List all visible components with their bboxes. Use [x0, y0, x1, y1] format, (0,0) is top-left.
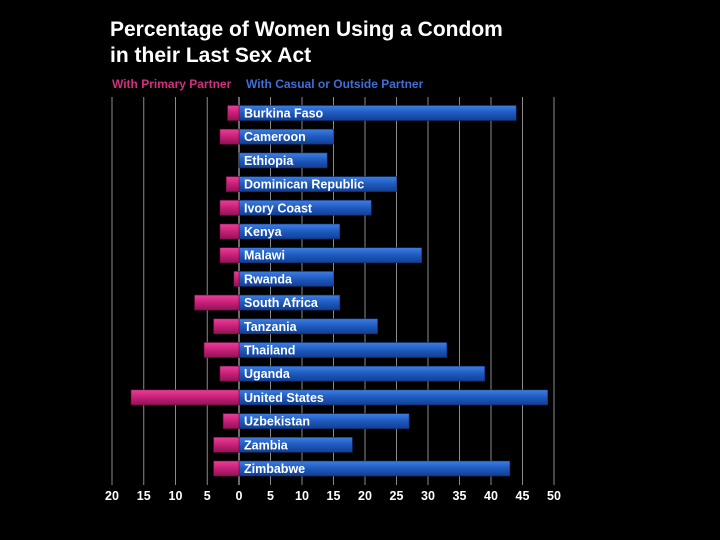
tick-label: 35: [453, 489, 467, 503]
bar-primary-partner: [233, 271, 240, 287]
category-label: Uzbekistan: [244, 415, 310, 429]
bar-primary-partner: [130, 389, 240, 406]
tick-label: 10: [295, 489, 309, 503]
category-label: Cameroon: [244, 130, 306, 144]
category-label: Ivory Coast: [244, 201, 313, 215]
category-label: Uganda: [244, 367, 291, 381]
tick-label: 25: [390, 489, 404, 503]
tick-label: 10: [169, 489, 183, 503]
bar-primary-partner: [222, 413, 240, 429]
tick-label: 5: [267, 489, 274, 503]
bar-primary-partner: [219, 223, 240, 240]
bar-primary-partner: [219, 200, 240, 216]
category-label: Zambia: [244, 438, 289, 452]
bar-primary-partner: [203, 342, 240, 358]
chart-title-line-2: in their Last Sex Act: [110, 44, 311, 67]
category-label: Tanzania: [244, 320, 298, 334]
bar-primary-partner: [226, 176, 240, 192]
category-label: Kenya: [244, 225, 283, 239]
bar-primary-partner: [219, 247, 240, 263]
category-label: Ethiopia: [244, 154, 294, 168]
tick-label: 15: [137, 489, 151, 503]
bar-primary-partner: [227, 105, 240, 121]
tick-label: 40: [484, 489, 498, 503]
bar-primary-partner: [219, 365, 240, 382]
category-label: Rwanda: [244, 272, 293, 286]
category-label: Dominican Republic: [244, 178, 364, 192]
legend-casual-partner: With Casual or Outside Partner: [246, 77, 424, 91]
category-labels: Burkina Faso Cameroon Ethiopia Dominican Re…: [244, 107, 364, 477]
bars: [130, 105, 549, 477]
bar-primary-partner: [213, 436, 240, 453]
legend-primary-partner: With Primary Partner: [112, 77, 232, 91]
category-label: United States: [244, 391, 324, 405]
category-label: Thailand: [244, 344, 295, 358]
bar-primary-partner: [213, 318, 240, 335]
bar-casual-partner: [238, 152, 328, 169]
bar-primary-partner: [213, 460, 240, 477]
category-label: Zimbabwe: [244, 462, 305, 476]
tick-label: 50: [547, 489, 561, 503]
chart-title-line-1: Percentage of Women Using a Condom: [110, 18, 503, 41]
x-axis-ticks: 20 15 10 5 0 5 10 15 20 25 30 35 40 45 50: [105, 489, 561, 503]
category-label: Malawi: [244, 249, 285, 263]
category-label: South Africa: [244, 296, 319, 310]
tick-label: 20: [358, 489, 372, 503]
bar-primary-partner: [194, 294, 240, 311]
tick-label: 0: [236, 489, 243, 503]
category-label: Burkina Faso: [244, 107, 324, 121]
tick-label: 5: [204, 489, 211, 503]
tick-label: 15: [327, 489, 341, 503]
tick-label: 45: [516, 489, 530, 503]
tick-label: 30: [421, 489, 435, 503]
bar-primary-partner: [219, 128, 240, 145]
tick-label: 20: [105, 489, 119, 503]
